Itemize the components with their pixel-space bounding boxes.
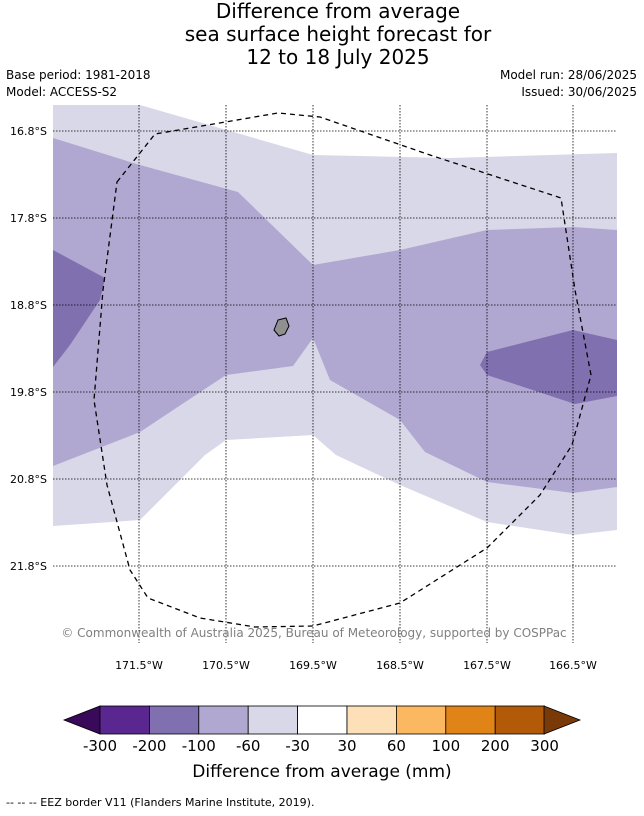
longitude-label: 170.5°W	[202, 659, 250, 672]
region-minus100-to-minus200-west	[53, 250, 105, 367]
colorbar-swatch	[247, 705, 298, 735]
eez-footnote: -- -- -- EEZ border V11 (Flanders Marine…	[6, 796, 315, 809]
colorbar-high-extension	[543, 705, 582, 735]
colorbar-swatch	[148, 705, 200, 735]
colorbar-swatch	[346, 705, 397, 735]
meta-right: Model run: 28/06/2025 Issued: 30/06/2025	[500, 67, 637, 101]
chart-title: Difference from average sea surface heig…	[0, 0, 644, 69]
colorbar-swatch	[198, 705, 249, 735]
colorbar-swatch	[99, 705, 150, 735]
colorbar-swatches	[99, 705, 546, 735]
colorbar-tick-label: -30	[285, 737, 310, 755]
island-niue	[273, 317, 290, 337]
region-minus100-to-minus200-east	[480, 330, 617, 404]
colorbar-tick-label: 60	[386, 737, 406, 755]
graticule	[53, 105, 617, 643]
latitude-labels: 16.8°S 17.8°S 18.8°S 19.8°S 20.8°S 21.8°S	[10, 125, 47, 573]
latitude-label: 16.8°S	[10, 125, 47, 138]
latitude-label: 18.8°S	[10, 299, 47, 312]
title-line-2: sea surface height forecast for	[184, 22, 492, 46]
colorbar-tick-label: 100	[431, 737, 461, 755]
meta-left: Base period: 1981-2018 Model: ACCESS-S2	[6, 67, 151, 101]
colorbar-tick-label: 200	[480, 737, 510, 755]
colorbar-swatch	[494, 705, 546, 735]
colorbar	[62, 705, 582, 735]
colorbar-tick-label: -200	[132, 737, 167, 755]
colorbar-tick-label: 30	[337, 737, 357, 755]
colorbar-tick-label: -100	[181, 737, 216, 755]
latitude-label: 21.8°S	[10, 560, 47, 573]
colorbar-swatch	[297, 705, 348, 735]
title-line-3: 12 to 18 July 2025	[246, 45, 430, 69]
model-run: Model run: 28/06/2025	[499, 68, 637, 82]
longitude-label: 166.5°W	[549, 659, 597, 672]
latitude-label: 20.8°S	[10, 473, 47, 486]
longitude-label: 168.5°W	[376, 659, 424, 672]
region-minus60-to-minus100	[53, 138, 617, 493]
longitude-label: 167.5°W	[463, 659, 511, 672]
title-line-1: Difference from average	[215, 0, 461, 23]
copyright-notice: © Commonwealth of Australia 2025, Bureau…	[61, 626, 566, 640]
issue-date: Issued: 30/06/2025	[521, 85, 637, 99]
colorbar-low-extension	[62, 705, 101, 735]
longitude-label: 169.5°W	[289, 659, 337, 672]
colorbar-tick-labels: -300 -200 -100 -60 -30 30 60 100 200 300	[0, 737, 644, 757]
latitude-label: 19.8°S	[10, 386, 47, 399]
colorbar-swatch	[395, 705, 447, 735]
colorbar-title: Difference from average (mm)	[192, 762, 452, 782]
colorbar-tick-label: -300	[82, 737, 118, 755]
longitude-label: 171.5°W	[115, 659, 163, 672]
anomaly-field	[53, 105, 617, 535]
model-name: Model: ACCESS-S2	[6, 85, 118, 99]
colorbar-tick-label: 300	[530, 737, 559, 755]
colorbar-tick-label: -60	[235, 737, 261, 755]
base-period: Base period: 1981-2018	[6, 68, 151, 82]
longitude-labels: 171.5°W 170.5°W 169.5°W 168.5°W 167.5°W 166.5…	[115, 659, 597, 672]
latitude-label: 17.8°S	[10, 212, 47, 225]
eez-border	[93, 112, 592, 628]
colorbar-swatch	[445, 705, 496, 735]
